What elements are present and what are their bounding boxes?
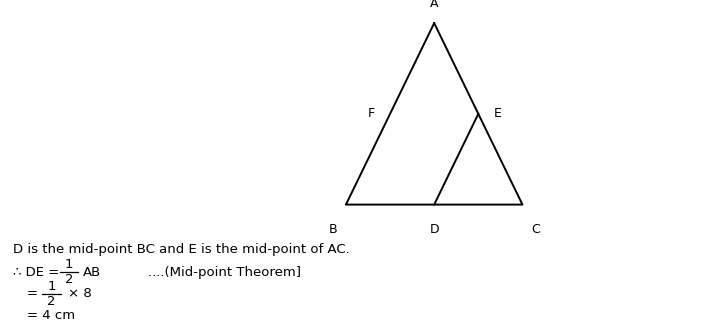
Text: ....(Mid-point Theorem]: ....(Mid-point Theorem]: [131, 266, 301, 279]
Text: 1: 1: [65, 258, 73, 271]
Text: = 4 cm: = 4 cm: [27, 309, 75, 322]
Text: × 8: × 8: [68, 287, 92, 300]
Text: A: A: [430, 0, 438, 10]
Text: D: D: [429, 223, 439, 236]
Text: =: =: [27, 287, 38, 300]
Text: 2: 2: [47, 295, 56, 308]
Text: AB: AB: [83, 266, 102, 279]
Text: 1: 1: [47, 280, 56, 293]
Text: C: C: [531, 223, 539, 236]
Text: E: E: [494, 107, 502, 120]
Text: B: B: [329, 223, 337, 236]
Text: ∴ DE =: ∴ DE =: [13, 266, 64, 279]
Text: 2: 2: [65, 273, 73, 286]
Text: D is the mid-point BC and E is the mid-point of AC.: D is the mid-point BC and E is the mid-p…: [13, 243, 349, 256]
Text: F: F: [367, 107, 374, 120]
